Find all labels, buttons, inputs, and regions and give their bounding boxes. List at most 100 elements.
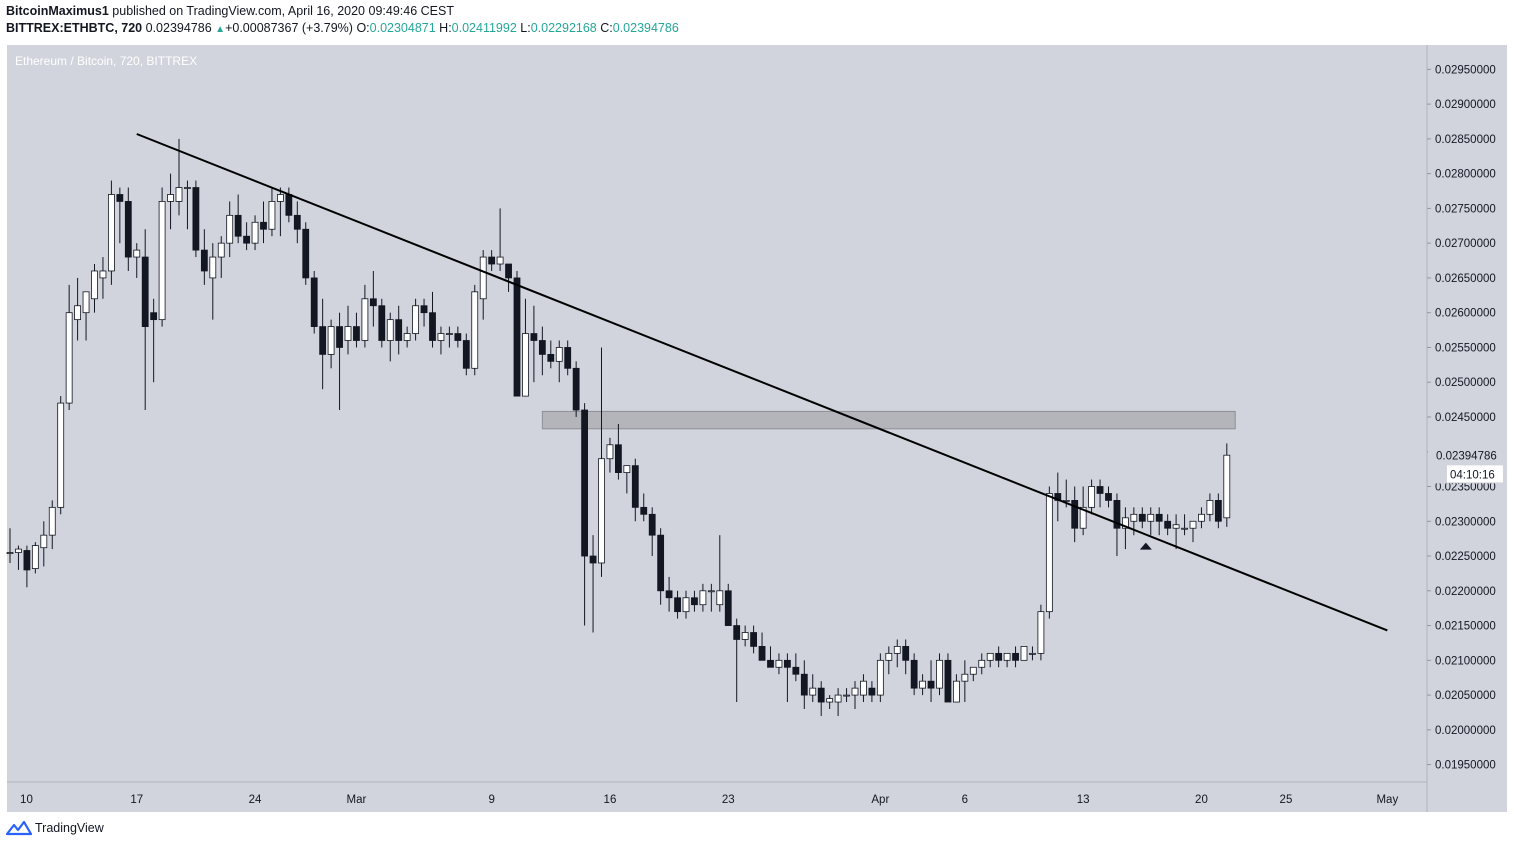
candle-body-up — [496, 256, 504, 265]
candle-body-up — [361, 298, 369, 341]
candle-body-up — [699, 590, 707, 606]
candle — [995, 646, 1003, 668]
candle — [65, 284, 73, 411]
candle — [1079, 486, 1087, 536]
candle — [395, 305, 403, 355]
candle — [91, 264, 98, 313]
candle — [767, 646, 774, 668]
high-label: H: — [439, 21, 452, 35]
candle — [1105, 486, 1112, 508]
x-tick-label: 6 — [962, 794, 968, 806]
y-tick-label: 0.02350000 — [1435, 482, 1496, 494]
candle — [412, 298, 420, 341]
candle-body-up — [276, 194, 284, 202]
candle — [310, 270, 318, 334]
brand-name[interactable]: TradingView — [35, 821, 104, 835]
symbol-label: BITTREX:ETHBTC, 720 — [6, 21, 143, 35]
candle — [741, 625, 749, 647]
close-value: 0.02394786 — [612, 21, 679, 35]
candle — [775, 653, 783, 675]
candle-body-up — [876, 659, 884, 696]
candle-body-up — [31, 545, 39, 569]
candle — [336, 312, 343, 411]
x-tick-label: May — [1376, 794, 1398, 806]
candle-body-up — [91, 270, 98, 300]
candle — [344, 305, 352, 355]
candle-body-up — [65, 312, 73, 404]
candle-body-down — [902, 646, 910, 661]
candle-body-down — [589, 555, 597, 564]
candle — [631, 458, 639, 522]
candle-body-down — [420, 305, 428, 314]
candle — [961, 660, 969, 703]
open-label: O: — [356, 21, 370, 35]
candle — [691, 590, 698, 612]
candle-body-up — [133, 249, 141, 258]
candle-body-up — [57, 402, 65, 508]
candle — [488, 250, 496, 271]
candle-body-up — [843, 694, 850, 697]
candle — [707, 583, 715, 612]
y-tick-label: 0.02750000 — [1435, 203, 1496, 215]
candle — [581, 403, 588, 626]
candle-body-down — [800, 673, 808, 696]
candle-body-down — [141, 256, 149, 327]
time-axis[interactable] — [7, 782, 1427, 812]
candle — [699, 583, 707, 612]
candle — [598, 347, 605, 577]
candle — [589, 535, 597, 633]
candle — [606, 437, 614, 473]
candle — [99, 257, 107, 299]
candle-body-up — [885, 652, 893, 661]
candle-body-up — [1223, 454, 1231, 519]
author-name[interactable]: BitcoinMaximus1 — [6, 4, 109, 18]
candle-body-down — [927, 680, 935, 689]
candle-body-up — [1198, 513, 1205, 522]
candle-body-down — [767, 659, 774, 668]
candle-body-down — [665, 590, 673, 599]
trendline[interactable] — [136, 133, 1388, 632]
candle-body-down — [792, 666, 800, 675]
candle — [1155, 507, 1163, 536]
candle — [1045, 486, 1053, 619]
candle-body-down — [691, 597, 698, 606]
candle-body-up — [108, 194, 115, 272]
candle — [868, 681, 876, 703]
candle-body-down — [640, 506, 648, 515]
candle — [758, 632, 766, 661]
candle-body-up — [969, 666, 977, 675]
candle-body-up — [1029, 652, 1036, 655]
candle-body-down — [581, 409, 588, 557]
candle — [40, 521, 48, 567]
candle-body-up — [327, 326, 335, 355]
candle — [150, 298, 158, 383]
candle — [133, 243, 141, 278]
candle — [1189, 520, 1197, 543]
candle — [522, 298, 529, 397]
candle-body-up — [893, 646, 901, 654]
candle-body-down — [302, 228, 310, 279]
candle — [386, 312, 394, 362]
candle-body-up — [826, 698, 834, 703]
candle-body-down — [1096, 486, 1104, 494]
candle-body-down — [243, 235, 251, 244]
x-tick-label: 16 — [604, 794, 617, 806]
candle-body-up — [268, 201, 276, 230]
resistance-zone[interactable] — [541, 410, 1236, 430]
candle-body-down — [615, 444, 622, 473]
candle — [1122, 507, 1129, 550]
candle — [843, 688, 850, 703]
candle-body-up — [412, 305, 420, 334]
tradingview-logo-icon[interactable] — [6, 820, 32, 836]
candle — [74, 277, 81, 341]
candle — [378, 298, 386, 348]
candle — [885, 646, 893, 675]
x-tick-label: 9 — [488, 794, 494, 806]
candle — [513, 270, 521, 397]
price-axis[interactable] — [1427, 45, 1507, 812]
candle-body-down — [1012, 652, 1019, 661]
chart-title: Ethereum / Bitcoin, 720, BITTREX — [15, 54, 197, 68]
candle — [31, 542, 39, 574]
candle-body-up — [344, 326, 352, 341]
